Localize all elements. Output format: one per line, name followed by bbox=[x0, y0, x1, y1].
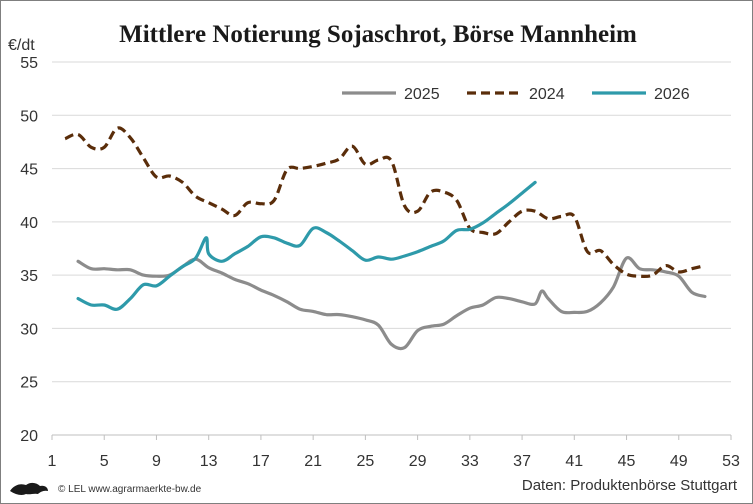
y-tick-label: 30 bbox=[20, 321, 38, 338]
y-tick-label: 20 bbox=[20, 428, 38, 445]
x-tick-label: 33 bbox=[461, 453, 479, 470]
y-tick-label: 40 bbox=[20, 215, 38, 232]
chart-title: Mittlere Notierung Sojaschrot, Börse Man… bbox=[119, 21, 637, 48]
y-axis-unit: €/dt bbox=[8, 37, 35, 54]
x-tick-label: 5 bbox=[100, 453, 109, 470]
series-line-2026 bbox=[76, 180, 537, 311]
x-tick-label: 29 bbox=[409, 453, 427, 470]
x-tick-labels: 1 5 9 13 17 21 25 29 33 37 41 45 49 53 bbox=[48, 435, 740, 470]
x-tick-label: 21 bbox=[304, 453, 322, 470]
x-tick-label: 53 bbox=[722, 453, 740, 470]
series-line-2025 bbox=[76, 256, 707, 351]
y-tick-labels: 20 25 30 35 40 45 50 55 bbox=[20, 55, 38, 445]
legend: 2025 2024 2026 bbox=[342, 86, 690, 103]
y-tick-label: 45 bbox=[20, 162, 38, 179]
x-tick-label: 37 bbox=[513, 453, 531, 470]
legend-label-2026: 2026 bbox=[654, 86, 690, 103]
legend-label-2024: 2024 bbox=[529, 86, 565, 103]
y-tick-label: 50 bbox=[20, 108, 38, 125]
x-tick-label: 9 bbox=[152, 453, 161, 470]
x-tick-label: 13 bbox=[200, 453, 218, 470]
footer-copyright: © LEL www.agrarmaerkte-bw.de bbox=[58, 484, 202, 495]
x-tick-label: 41 bbox=[565, 453, 583, 470]
y-tick-label: 25 bbox=[20, 375, 38, 392]
x-tick-label: 45 bbox=[618, 453, 636, 470]
y-tick-label: 55 bbox=[20, 55, 38, 72]
legend-label-2025: 2025 bbox=[404, 86, 440, 103]
y-tick-label: 35 bbox=[20, 268, 38, 285]
footer-source: Daten: Produktenbörse Stuttgart bbox=[522, 477, 738, 494]
gridlines bbox=[52, 61, 731, 436]
series-lines bbox=[64, 126, 707, 351]
x-tick-label: 25 bbox=[356, 453, 374, 470]
series-line-2024 bbox=[64, 126, 706, 279]
x-tick-label: 49 bbox=[670, 453, 688, 470]
x-tick-label: 1 bbox=[48, 453, 57, 470]
lel-lion-logo-icon bbox=[10, 482, 48, 495]
x-tick-label: 17 bbox=[252, 453, 270, 470]
